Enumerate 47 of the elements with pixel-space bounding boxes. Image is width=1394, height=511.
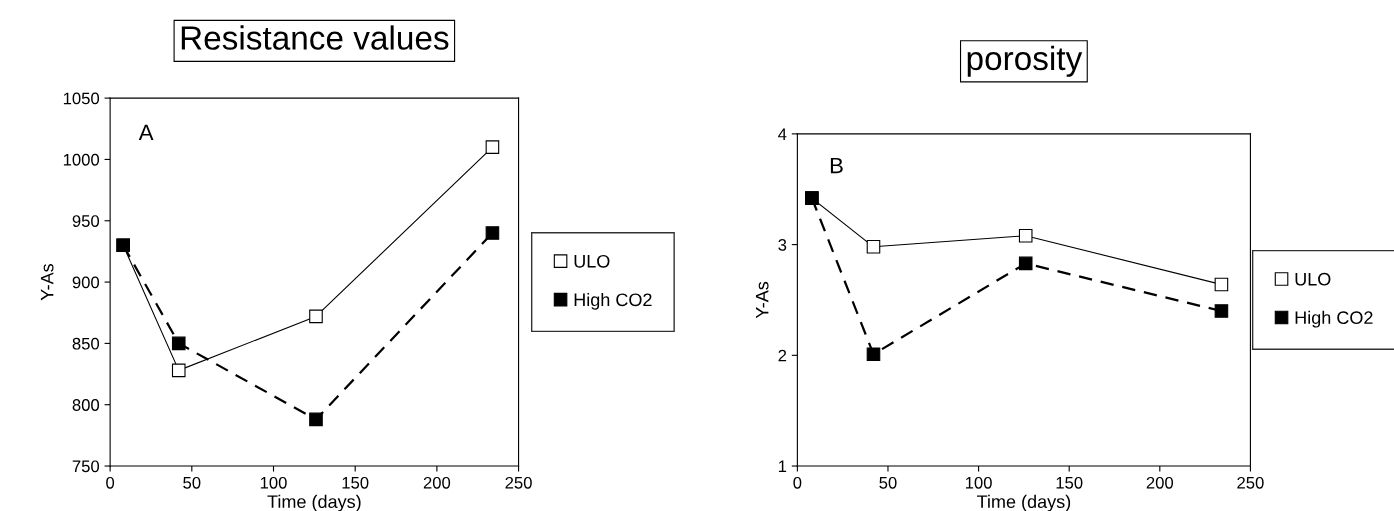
point [485,140,500,154]
legend-label: High CO2 [1295,310,1373,328]
y-tick-label: 3 [778,239,787,251]
y-axis-title: Y-As [40,263,54,301]
point [1214,304,1229,318]
x-tick-label: 200 [423,476,451,489]
point [309,412,323,427]
annotation: B [830,157,843,174]
point [1018,256,1033,271]
y-axis-title: Y-As [755,281,769,319]
y-tick-label: 950 [72,215,100,227]
chart-title: porosity [967,45,1083,77]
point [309,309,323,324]
point [1214,277,1229,292]
y-tick-label: 750 [72,460,100,473]
y-tick-label: 1050 [63,92,100,105]
x-tick-label: 250 [505,476,532,489]
x-tick-label: 100 [965,476,992,489]
x-axis-title: Time (days) [267,494,361,511]
x-tick-label: 0 [793,476,802,489]
legend-label: High CO2 [574,292,652,310]
x-tick-label: 150 [1056,476,1083,489]
point [1018,228,1033,243]
y-tick-label: 850 [72,337,100,350]
legend-label: ULO [574,254,610,268]
x-tick-label: 50 [183,476,201,489]
x-tick-label: 200 [1146,476,1174,489]
y-tick-label: 4 [778,128,787,140]
point [485,226,500,240]
legend-label: ULO [1295,272,1331,286]
point [171,363,186,378]
x-axis-title: Time (days) [976,494,1071,511]
x-tick-label: 50 [879,476,897,489]
x-tick-label: 100 [260,476,287,489]
y-tick-label: 800 [72,399,100,411]
y-tick-label: 1 [778,460,787,473]
annotation: A [138,124,154,140]
y-tick-label: 900 [72,276,100,289]
x-tick-label: 0 [106,476,115,489]
y-tick-label: 2 [778,349,787,362]
x-tick-label: 150 [342,476,369,489]
chart-title: Resistance values [181,25,449,50]
point [866,347,881,362]
x-tick-label: 250 [1237,476,1264,489]
point [171,336,186,351]
point [866,240,881,254]
y-tick-label: 1000 [63,153,100,166]
